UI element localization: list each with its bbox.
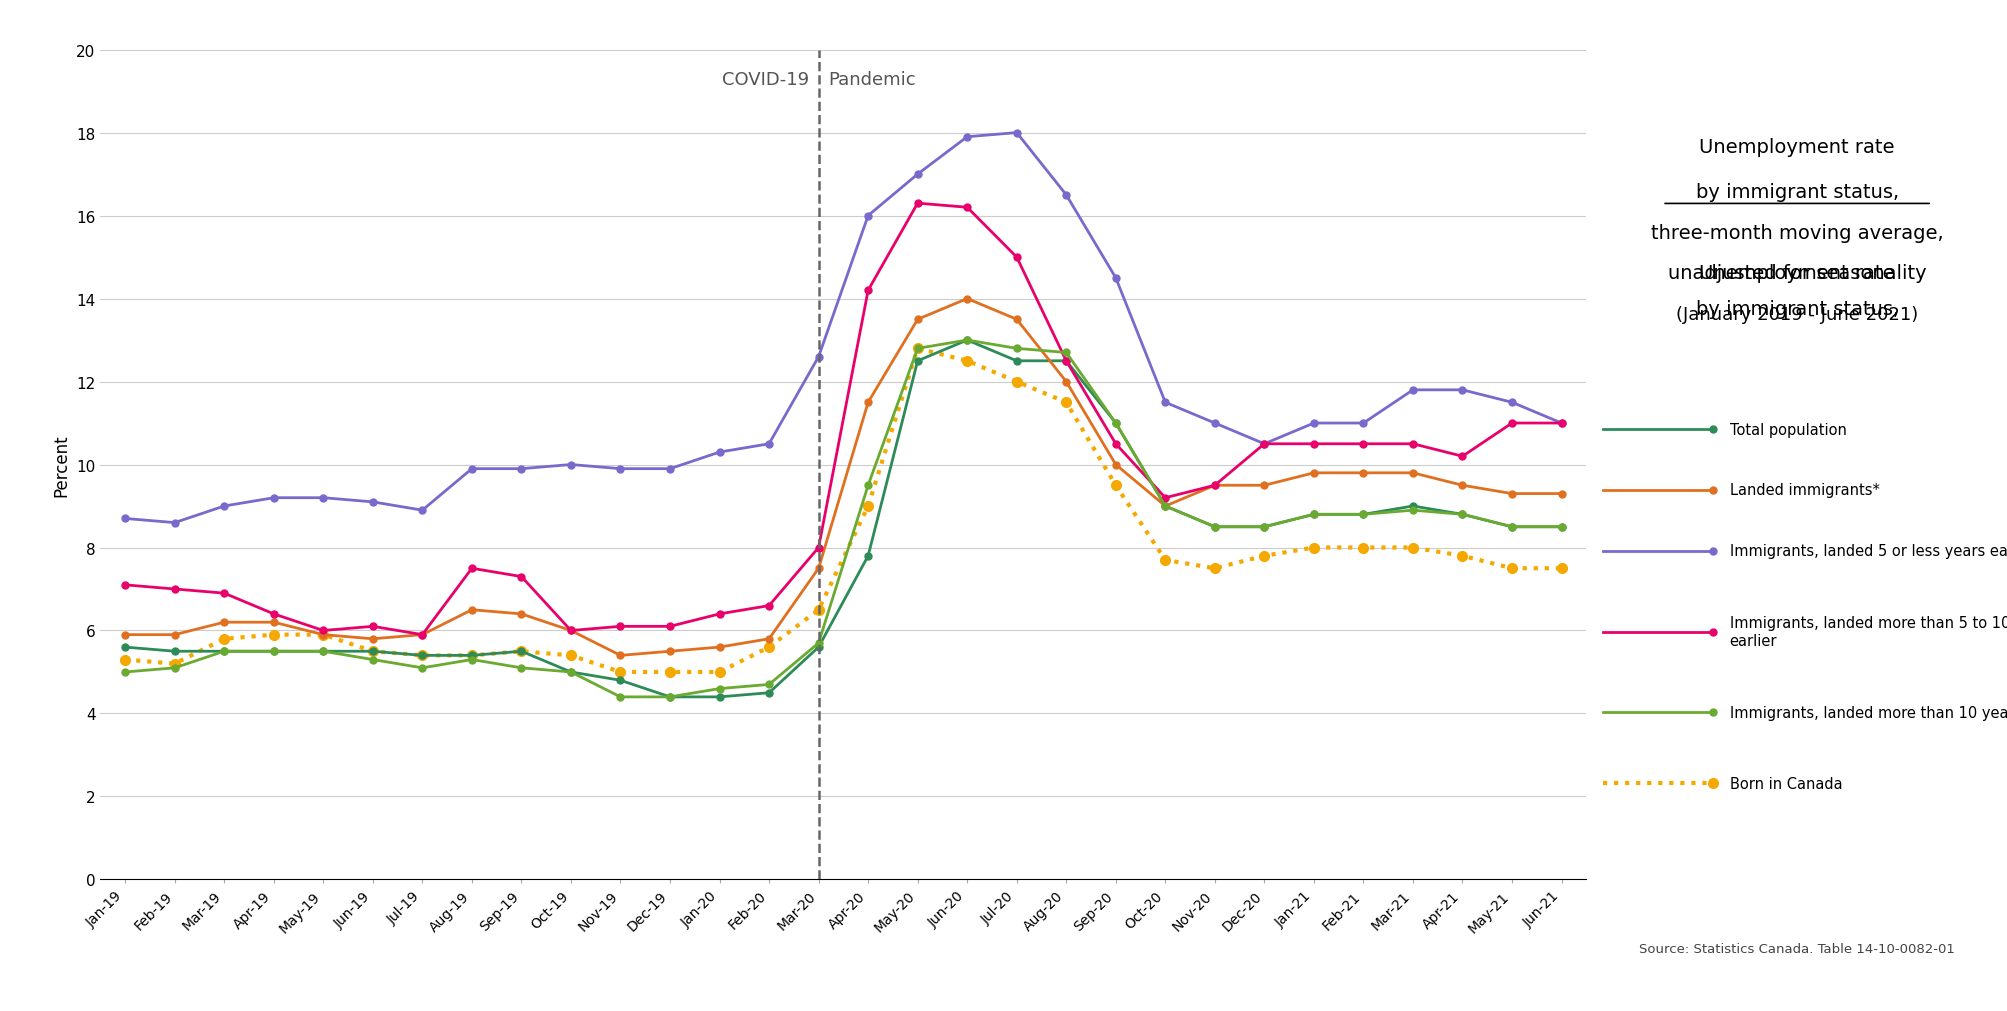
Text: Landed immigrants*: Landed immigrants* (1728, 483, 1879, 497)
Text: Pandemic: Pandemic (829, 71, 915, 89)
Text: by immigrant status,: by immigrant status, (1694, 183, 1899, 202)
Text: Unemployment rate: Unemployment rate (1698, 137, 1895, 157)
Text: Total population: Total population (1728, 423, 1846, 437)
Text: Born in Canada: Born in Canada (1728, 776, 1840, 791)
Text: by immigrant status,: by immigrant status, (1694, 299, 1899, 318)
Y-axis label: Percent: Percent (52, 434, 70, 496)
Text: Unemployment rate: Unemployment rate (1698, 264, 1895, 283)
Text: COVID-19: COVID-19 (721, 71, 809, 89)
Text: Source: Statistics Canada. Table 14-10-0082-01: Source: Statistics Canada. Table 14-10-0… (1638, 942, 1955, 955)
Text: Immigrants, landed more than 10 years earlier: Immigrants, landed more than 10 years ea… (1728, 706, 2007, 720)
Text: (January 2019 - June 2021): (January 2019 - June 2021) (1676, 305, 1917, 324)
Text: Immigrants, landed 5 or less years earlier: Immigrants, landed 5 or less years earli… (1728, 544, 2007, 558)
Text: Immigrants, landed more than 5 to 10 years
earlier: Immigrants, landed more than 5 to 10 yea… (1728, 616, 2007, 648)
Text: unadjusted for seasonality: unadjusted for seasonality (1668, 264, 1925, 283)
Text: three-month moving average,: three-month moving average, (1650, 223, 1943, 243)
